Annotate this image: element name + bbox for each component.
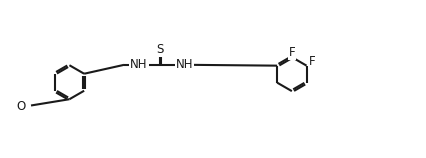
Text: F: F — [288, 46, 295, 59]
Text: NH: NH — [130, 58, 148, 71]
Text: F: F — [309, 55, 316, 68]
Text: S: S — [157, 43, 164, 56]
Text: NH: NH — [176, 58, 193, 71]
Text: O: O — [17, 100, 26, 113]
